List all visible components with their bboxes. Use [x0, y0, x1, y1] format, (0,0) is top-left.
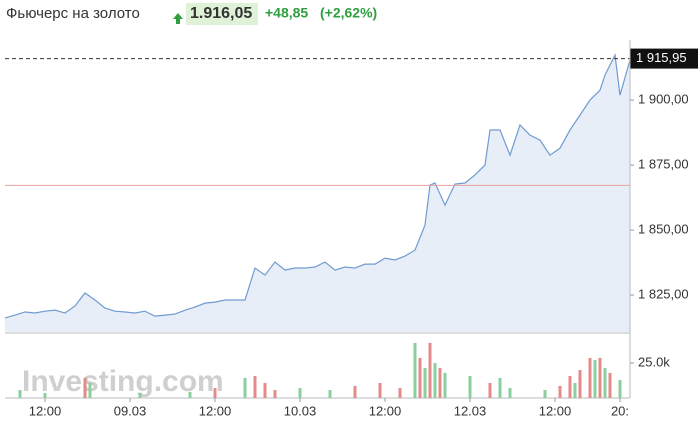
volume-bar [438, 368, 442, 398]
volume-bar [468, 376, 472, 398]
x-tick-label: 12:00 [369, 403, 402, 418]
volume-bar [43, 392, 47, 398]
area [5, 55, 630, 333]
volume-bar [188, 391, 192, 398]
x-tick-label: 20: [611, 403, 629, 418]
watermark: Investing.com [22, 365, 224, 398]
volume-bar [353, 385, 357, 398]
chart-title: Фьючерс на золото [6, 5, 140, 22]
volume-bar [18, 390, 22, 398]
last-price-label: 1 915,95 [636, 50, 687, 65]
volume-bar [273, 390, 277, 398]
y-tick-label: 1 875,00 [638, 157, 689, 172]
volume-bar [508, 388, 512, 398]
x-tick-label: 09.03 [114, 403, 147, 418]
volume-bar [253, 376, 257, 398]
volume-bar [428, 342, 432, 398]
volume-bar [603, 368, 607, 398]
volume-bar [573, 383, 577, 398]
y-tick-label: 1 825,00 [638, 287, 689, 302]
price: 1.916,05 [190, 5, 252, 22]
volume-bar [298, 388, 302, 398]
price-line [4, 53, 631, 319]
x-tick-label: 12.03 [454, 403, 487, 418]
volume-bar [588, 357, 592, 398]
y-tick-label: 25.0k [638, 354, 670, 369]
up-arrow [173, 13, 183, 24]
volume-bar [328, 390, 332, 398]
x-tick-label: 10.03 [284, 403, 317, 418]
volume-bar [433, 362, 437, 398]
volume-bar [578, 369, 582, 398]
y-tick-label: 1 900,00 [638, 92, 689, 107]
volume-bar [618, 379, 622, 398]
volume-bar [378, 383, 382, 398]
volume-bar [398, 388, 402, 398]
change: +48,85 [265, 5, 308, 21]
volume-bar [558, 385, 562, 398]
volume-bar [418, 357, 422, 398]
y-tick-label: 1 850,00 [638, 222, 689, 237]
volume-bar [213, 388, 217, 398]
x-tick-label: 12:00 [539, 403, 572, 418]
volume-bar [138, 392, 142, 398]
volume-bar [543, 390, 547, 398]
x-tick-label: 12:00 [29, 403, 62, 418]
volume-bar [598, 357, 602, 398]
volume-bar [443, 372, 447, 398]
change-pct: (+2,62%) [320, 5, 377, 21]
price-box [186, 3, 258, 25]
x-tick-label: 12:00 [199, 403, 232, 418]
volume-bar [88, 383, 92, 398]
volume-bar [263, 383, 267, 398]
volume-bar [498, 377, 502, 398]
volume-bar [413, 342, 417, 398]
volume-bar [423, 368, 427, 398]
volume-bar [593, 360, 597, 398]
volume-bar [243, 377, 247, 398]
volume-bar [83, 377, 87, 398]
volume-bar [608, 372, 612, 398]
volume-bar [568, 376, 572, 398]
last-price-badge [630, 48, 698, 69]
volume-bar [488, 383, 492, 398]
